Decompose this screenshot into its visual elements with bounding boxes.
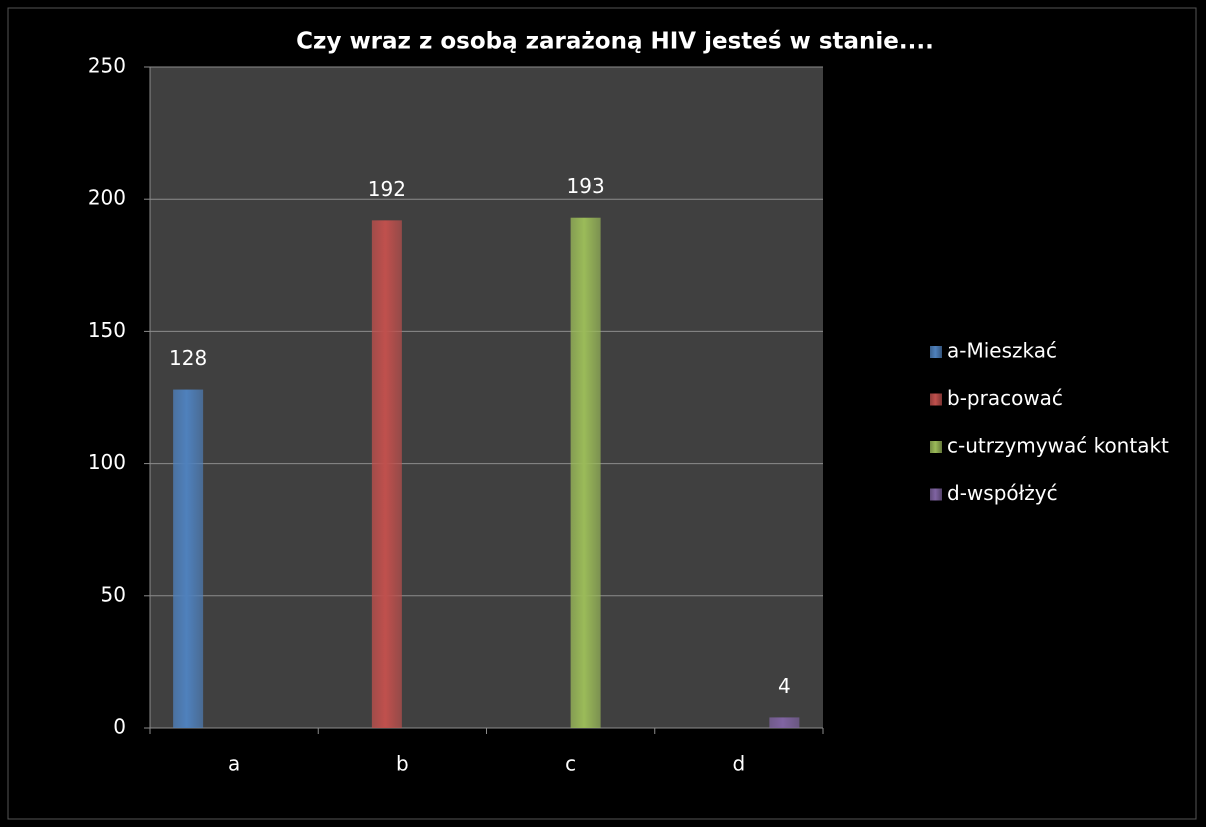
y-tick-label: 50 — [101, 582, 126, 606]
bar — [371, 220, 402, 729]
x-tick-label: b — [396, 752, 409, 776]
data-label: 4 — [778, 674, 791, 698]
data-label: 192 — [368, 177, 406, 201]
bar — [769, 717, 800, 728]
data-label: 128 — [169, 346, 207, 370]
legend-swatch — [930, 441, 942, 453]
data-label: 193 — [567, 174, 605, 198]
legend-swatch — [930, 346, 942, 358]
y-tick-label: 100 — [88, 450, 126, 474]
legend-label: b-pracować — [947, 386, 1063, 410]
x-tick-label: a — [228, 752, 240, 776]
legend-label: c-utrzymywać kontakt — [947, 434, 1169, 458]
x-tick-label: d — [733, 752, 746, 776]
chart-title: Czy wraz z osobą zarażoną HIV jesteś w s… — [296, 29, 934, 55]
legend-swatch — [930, 393, 942, 406]
bar — [173, 389, 204, 728]
legend-label: d-współżyć — [947, 481, 1058, 505]
plot-area — [150, 67, 823, 728]
legend-label: a-Mieszkać — [947, 339, 1057, 363]
bar — [570, 217, 601, 728]
y-tick-label: 250 — [88, 54, 126, 78]
legend-swatch — [930, 488, 942, 501]
y-tick-label: 150 — [88, 318, 126, 342]
y-tick-label: 0 — [113, 715, 126, 739]
x-tick-label: c — [565, 752, 576, 776]
y-tick-label: 200 — [88, 186, 126, 210]
